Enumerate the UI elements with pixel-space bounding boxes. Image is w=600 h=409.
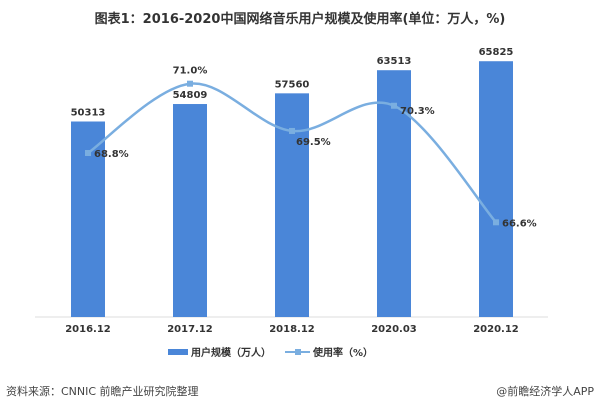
x-tick-label: 2017.12	[167, 324, 213, 335]
line-label: 70.3%	[400, 106, 435, 117]
legend-bar-label: 用户规模（万人）	[190, 346, 271, 359]
bar-label: 63513	[377, 56, 412, 67]
legend-line-marker	[295, 349, 301, 355]
line-point	[85, 150, 91, 156]
bar-label: 54809	[173, 90, 208, 101]
line-point	[289, 127, 295, 134]
x-tick-label: 2020.12	[473, 324, 519, 335]
line-point	[493, 219, 499, 226]
legend-line-label: 使用率（%）	[312, 346, 373, 359]
bar-label: 65825	[479, 47, 514, 58]
source-note: 资料来源：CNNIC 前瞻产业研究院整理	[6, 385, 199, 398]
line-label: 66.6%	[502, 218, 537, 229]
legend-bar-swatch	[168, 349, 188, 355]
x-tick-label: 2016.12	[65, 324, 111, 335]
x-tick-label: 2018.12	[269, 324, 315, 335]
bar	[479, 61, 513, 318]
bar-label: 57560	[275, 79, 310, 90]
line-label: 71.0%	[173, 66, 208, 77]
brand-note: @前瞻经济学人APP	[496, 385, 594, 398]
bar-label: 50313	[71, 107, 106, 118]
line-label: 68.8%	[94, 149, 129, 160]
chart-title: 图表1：2016-2020中国网络音乐用户规模及使用率(单位：万人，%)	[94, 12, 506, 27]
x-tick-label: 2020.03	[371, 324, 417, 335]
line-label: 69.5%	[296, 137, 331, 148]
line-point	[187, 80, 193, 87]
bar	[173, 104, 207, 317]
line-point	[391, 102, 397, 109]
